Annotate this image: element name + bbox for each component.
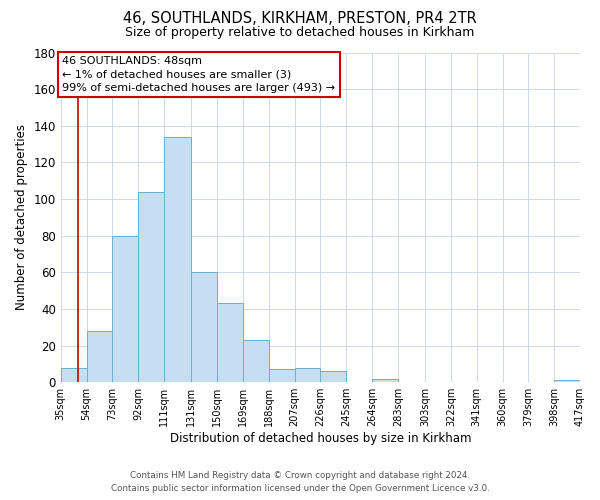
Bar (164, 137, 191, 382)
Bar (217, 304, 243, 382)
Text: 46 SOUTHLANDS: 48sqm
← 1% of detached houses are smaller (3)
99% of semi-detache: 46 SOUTHLANDS: 48sqm ← 1% of detached ho… (62, 56, 335, 92)
Text: 46, SOUTHLANDS, KIRKHAM, PRESTON, PR4 2TR: 46, SOUTHLANDS, KIRKHAM, PRESTON, PR4 2T… (123, 11, 477, 26)
Bar (138, 192, 164, 382)
Bar (86, 331, 112, 382)
Bar (243, 340, 269, 382)
Bar (320, 371, 346, 382)
Text: Size of property relative to detached houses in Kirkham: Size of property relative to detached ho… (125, 26, 475, 39)
Bar (112, 236, 138, 382)
Bar (295, 368, 320, 382)
Text: Contains HM Land Registry data © Crown copyright and database right 2024.
Contai: Contains HM Land Registry data © Crown c… (110, 472, 490, 493)
X-axis label: Distribution of detached houses by size in Kirkham: Distribution of detached houses by size … (170, 432, 471, 445)
Bar (269, 370, 295, 382)
Bar (372, 378, 398, 382)
Y-axis label: Number of detached properties: Number of detached properties (15, 124, 28, 310)
Bar (554, 380, 580, 382)
Bar (191, 272, 217, 382)
Bar (61, 368, 86, 382)
